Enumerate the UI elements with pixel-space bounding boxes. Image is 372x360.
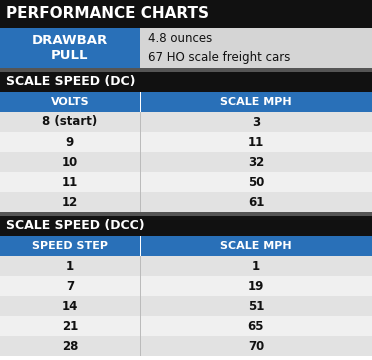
Bar [140,132,141,152]
Text: 21: 21 [62,320,78,333]
Bar [140,236,141,256]
Bar [140,28,372,68]
Bar [0,336,372,356]
Text: 7: 7 [66,279,74,292]
Text: 3: 3 [252,116,260,129]
Text: SPEED STEP: SPEED STEP [32,241,108,251]
Bar [0,132,372,152]
Bar [140,172,141,192]
Bar [140,336,141,356]
Text: SCALE SPEED (DC): SCALE SPEED (DC) [6,76,135,89]
Text: 11: 11 [62,175,78,189]
Text: 28: 28 [62,339,78,352]
Text: 1: 1 [252,260,260,273]
Text: 9: 9 [66,135,74,148]
Text: 19: 19 [248,279,264,292]
Bar [140,152,141,172]
Bar [0,296,372,316]
Bar [0,92,372,112]
Text: SCALE MPH: SCALE MPH [220,97,292,107]
Text: 70: 70 [248,339,264,352]
Bar [0,112,372,132]
Bar [140,256,141,276]
Bar [0,216,372,236]
Text: 32: 32 [248,156,264,168]
Text: 8 (start): 8 (start) [42,116,97,129]
Bar [0,276,372,296]
Text: 11: 11 [248,135,264,148]
Text: 10: 10 [62,156,78,168]
Bar [0,68,372,72]
Text: DRAWBAR
PULL: DRAWBAR PULL [32,34,108,62]
Bar [140,276,141,296]
Text: SCALE SPEED (DCC): SCALE SPEED (DCC) [6,220,145,233]
Text: 67 HO scale freight cars: 67 HO scale freight cars [148,51,291,64]
Text: 14: 14 [62,300,78,312]
Bar [140,92,141,112]
Bar [0,236,372,256]
Text: 50: 50 [248,175,264,189]
Bar [140,192,141,212]
Bar [0,256,372,276]
Bar [0,0,372,28]
Bar [0,152,372,172]
Text: 1: 1 [66,260,74,273]
Text: 51: 51 [248,300,264,312]
Text: VOLTS: VOLTS [51,97,89,107]
Text: 61: 61 [248,195,264,208]
Bar [0,316,372,336]
Bar [0,192,372,212]
Text: PERFORMANCE CHARTS: PERFORMANCE CHARTS [6,6,209,22]
Bar [0,28,140,68]
Text: 4.8 ounces: 4.8 ounces [148,32,212,45]
Bar [0,212,372,216]
Bar [0,172,372,192]
Bar [0,72,372,92]
Bar [140,316,141,336]
Text: 12: 12 [62,195,78,208]
Bar [140,112,141,132]
Text: 65: 65 [248,320,264,333]
Text: SCALE MPH: SCALE MPH [220,241,292,251]
Bar [140,296,141,316]
